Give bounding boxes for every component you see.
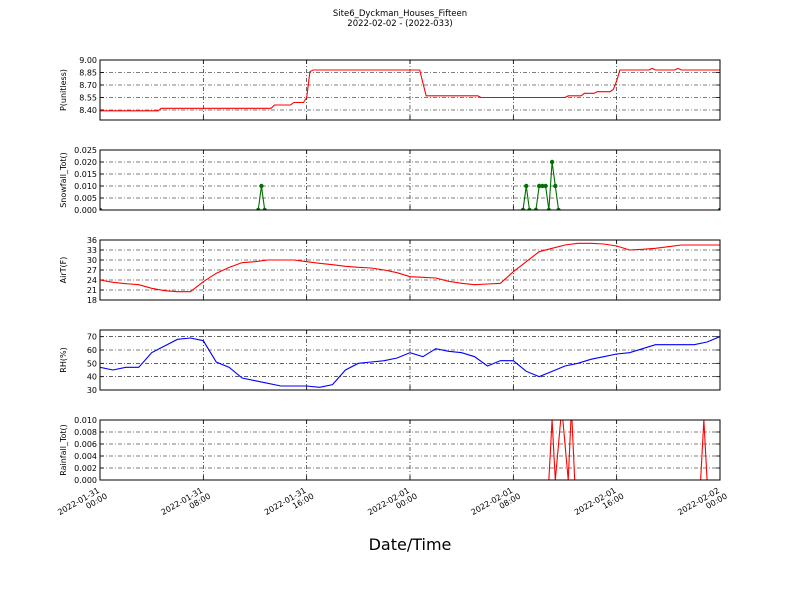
y-axis-label: P(unitless) <box>59 69 68 111</box>
y-tick-label: 30 <box>87 256 97 265</box>
y-tick-label: 0.000 <box>74 476 97 485</box>
y-tick-label: 70 <box>87 333 97 342</box>
data-line <box>100 242 720 293</box>
y-axis-label: Snowfall_Tot() <box>59 152 68 208</box>
plot-frame <box>99 149 721 211</box>
y-tick-label: 0.020 <box>74 158 97 167</box>
plot-frame <box>99 419 721 481</box>
y-tick-label: 60 <box>87 346 97 355</box>
plot-frame <box>99 59 721 121</box>
data-line <box>100 161 720 210</box>
y-tick-label: 0.010 <box>74 416 97 425</box>
y-tick-label: 0.000 <box>74 206 97 215</box>
data-point <box>549 159 555 165</box>
data-point <box>524 183 529 189</box>
data-point <box>100 207 103 210</box>
data-line <box>100 67 720 112</box>
data-point <box>553 183 558 189</box>
y-tick-label: 0.006 <box>74 440 97 449</box>
y-tick-label: 0.004 <box>74 452 97 461</box>
y-tick-label: 9.00 <box>79 56 97 65</box>
data-line <box>100 420 720 480</box>
y-tick-label: 0.005 <box>74 194 97 203</box>
data-point <box>546 207 552 210</box>
plot-frame <box>99 239 721 301</box>
x-axis-label: Date/Time <box>369 535 452 554</box>
data-point <box>540 183 545 189</box>
y-tick-label: 36 <box>87 236 97 245</box>
y-tick-label: 30 <box>87 386 97 395</box>
data-point <box>543 183 548 189</box>
chart-subtitle: 2022-02-02 - (2022-033) <box>347 19 452 29</box>
chart-title: Site6_Dyckman_Houses_Fifteen <box>333 9 467 19</box>
y-axis-label: RH(%) <box>59 347 68 372</box>
data-point <box>520 207 526 210</box>
data-point <box>262 207 267 210</box>
data-point <box>527 207 532 210</box>
y-tick-label: 0.010 <box>74 182 97 191</box>
data-point <box>717 207 720 210</box>
data-point <box>533 207 539 210</box>
plot-frame <box>99 329 721 391</box>
y-tick-label: 8.70 <box>79 81 97 90</box>
data-point <box>259 183 264 189</box>
y-tick-label: 0.002 <box>74 464 97 473</box>
data-line <box>100 336 720 388</box>
y-axis-label: Rainfall_Tot() <box>59 424 68 476</box>
y-tick-label: 0.025 <box>74 146 97 155</box>
y-tick-label: 8.85 <box>79 69 97 78</box>
data-point <box>556 207 561 210</box>
y-tick-label: 40 <box>87 373 97 382</box>
data-point <box>536 183 542 189</box>
y-tick-label: 50 <box>87 359 97 368</box>
y-tick-label: 8.40 <box>79 106 97 115</box>
y-tick-label: 21 <box>87 286 97 295</box>
y-tick-label: 24 <box>87 276 97 285</box>
y-tick-label: 0.008 <box>74 428 97 437</box>
y-tick-label: 0.015 <box>74 170 97 179</box>
y-axis-label: AirT(F) <box>59 257 68 284</box>
data-point <box>256 207 261 210</box>
y-tick-label: 18 <box>87 296 97 305</box>
y-tick-label: 27 <box>87 266 97 275</box>
y-tick-label: 33 <box>87 246 97 255</box>
y-tick-label: 8.55 <box>79 94 97 103</box>
